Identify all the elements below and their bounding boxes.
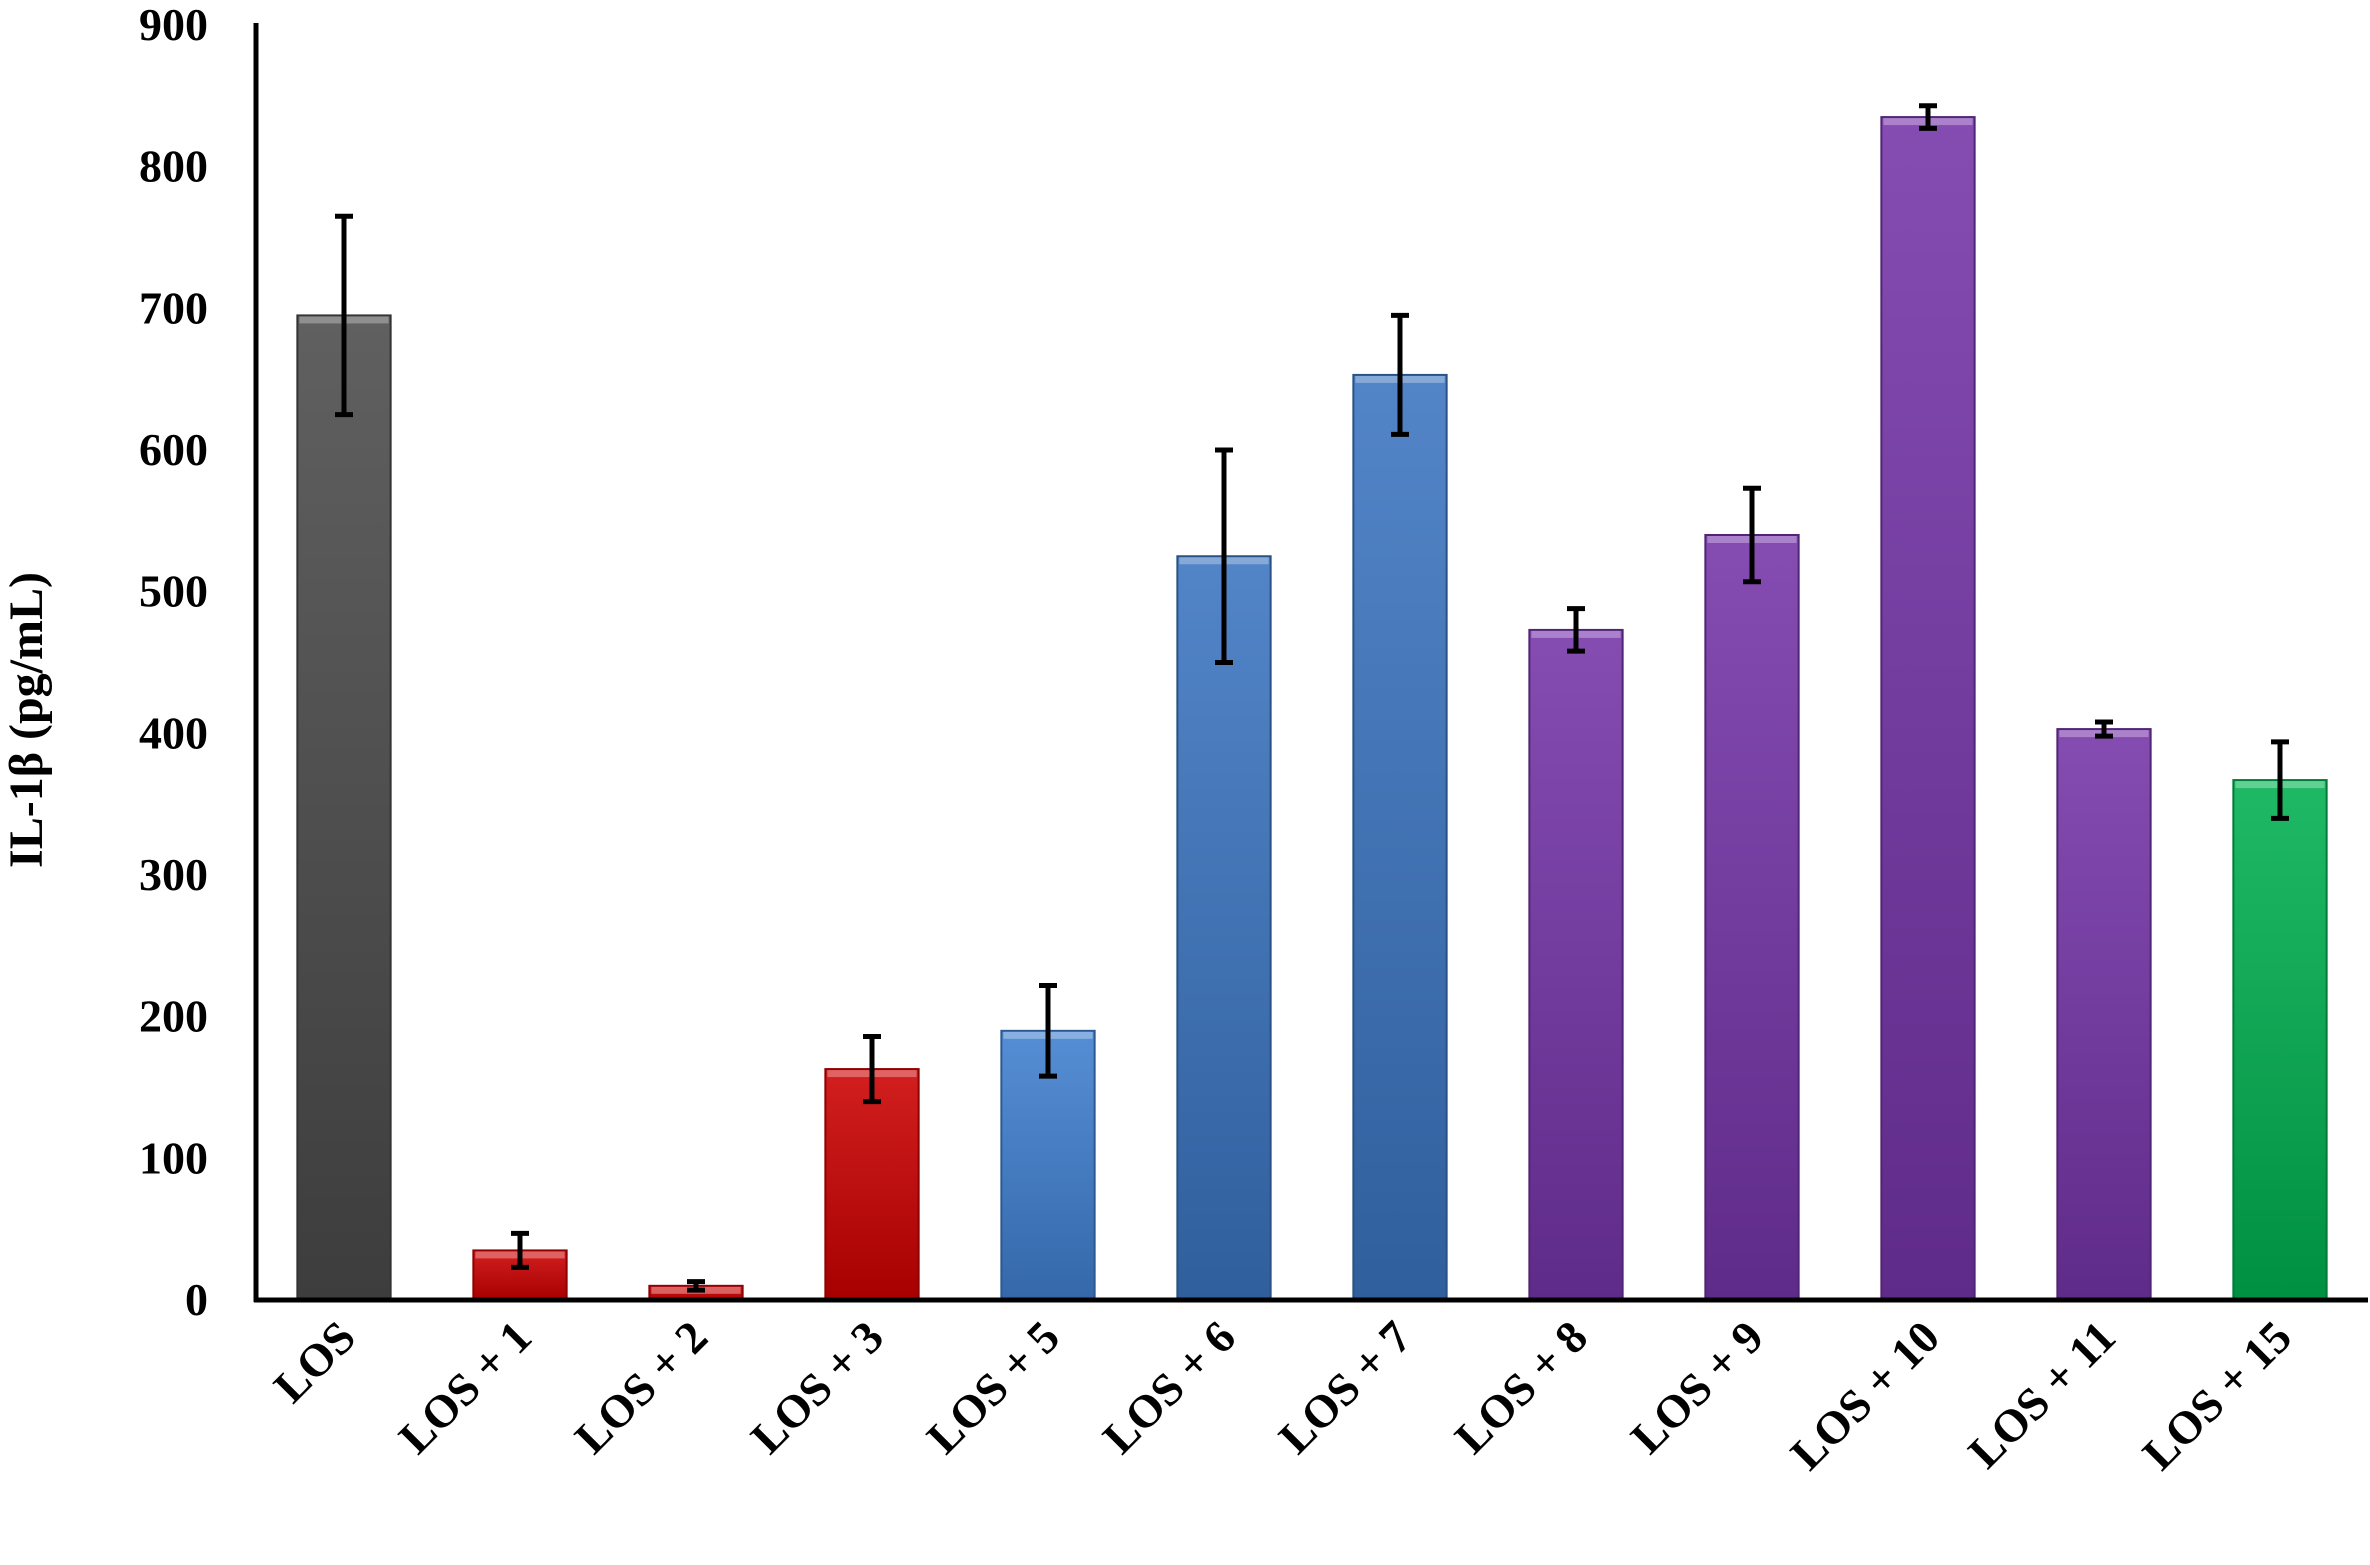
y-tick-label-6: 600 — [139, 424, 208, 475]
x-tick-label-1: LOS + 1 — [389, 1311, 541, 1463]
x-tick-label-5: LOS + 6 — [1093, 1311, 1245, 1463]
bar-11 — [2232, 779, 2328, 1301]
x-tick-label-6: LOS + 7 — [1269, 1311, 1421, 1463]
error-bar-7 — [1567, 606, 1585, 654]
bar-0 — [296, 314, 392, 1301]
y-tick-label-4: 400 — [139, 707, 208, 758]
bar-10 — [2056, 728, 2152, 1301]
y-tick-label-1: 100 — [139, 1132, 208, 1183]
error-bar-10 — [2095, 719, 2113, 739]
error-bar-4 — [1039, 983, 1057, 1079]
error-bar-11 — [2271, 739, 2289, 821]
x-tick-label-10: LOS + 11 — [1958, 1311, 2125, 1478]
error-bar-9 — [1919, 103, 1937, 131]
x-tick-label-8: LOS + 9 — [1621, 1311, 1773, 1463]
error-bar-6 — [1391, 312, 1409, 437]
error-bar-5 — [1215, 447, 1233, 665]
y-tick-label-5: 500 — [139, 566, 208, 617]
y-tick-label-0: 0 — [185, 1274, 208, 1325]
y-tick-label-2: 200 — [139, 991, 208, 1042]
bar-7 — [1528, 628, 1624, 1301]
x-tick-label-4: LOS + 5 — [917, 1311, 1069, 1463]
x-tick-label-0: LOS — [264, 1311, 365, 1412]
y-axis-title: IL-1β (pg/mL) — [0, 572, 53, 868]
y-tick-label-3: 300 — [139, 849, 208, 900]
bar-9 — [1880, 116, 1976, 1301]
axes — [253, 23, 2368, 1303]
error-bar-1 — [511, 1230, 529, 1270]
y-tick-label-8: 800 — [139, 141, 208, 192]
y-axis-ticks: 0 100 200 300 400 500 600 700 800 900 — [139, 0, 208, 1325]
y-tick-label-7: 700 — [139, 282, 208, 333]
bars — [296, 116, 2328, 1302]
error-bar-8 — [1743, 485, 1761, 585]
bar-8 — [1704, 534, 1800, 1301]
x-tick-label-9: LOS + 10 — [1781, 1311, 1949, 1479]
x-axis-labels: LOS LOS + 1 LOS + 2 LOS + 3 LOS + 5 LOS + 6 LO… — [264, 1311, 2301, 1479]
error-bar-3 — [863, 1034, 881, 1105]
x-tick-label-7: LOS + 8 — [1445, 1311, 1597, 1463]
error-bar-2 — [687, 1279, 705, 1293]
error-bar-0 — [335, 213, 353, 418]
bar-5 — [1176, 555, 1272, 1301]
y-tick-label-9: 900 — [139, 0, 208, 50]
x-tick-label-2: LOS + 2 — [565, 1311, 717, 1463]
x-tick-label-11: LOS + 15 — [2133, 1311, 2301, 1479]
x-tick-label-3: LOS + 3 — [741, 1311, 893, 1463]
error-bars — [335, 103, 2289, 1293]
bar-6 — [1352, 373, 1448, 1301]
